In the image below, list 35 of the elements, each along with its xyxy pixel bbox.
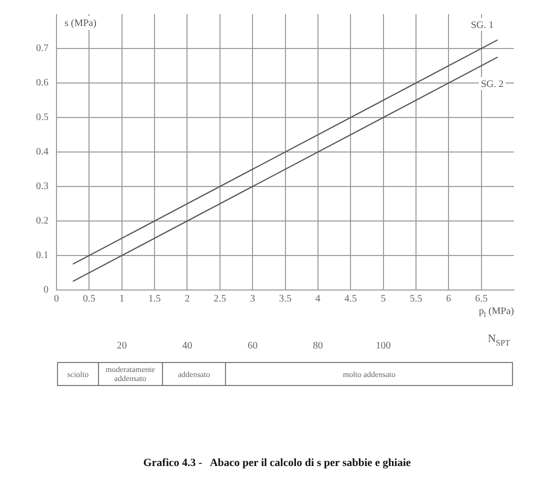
x2-tick-label: 100 xyxy=(376,340,391,352)
x2-tick-label: 60 xyxy=(248,340,258,352)
x-tick-label: 1 xyxy=(119,294,124,305)
y-tick-label: 0.5 xyxy=(36,112,48,124)
x-tick-label: 4.5 xyxy=(344,294,357,305)
y-axis-title: s (MPa) xyxy=(64,18,96,29)
x-tick-label: 0.5 xyxy=(82,294,96,305)
y-tick-label: 0.4 xyxy=(36,146,48,158)
x-tick-label: 6 xyxy=(446,294,452,305)
y-tick-label: 0.2 xyxy=(36,216,48,227)
x2-tick-label: 80 xyxy=(312,340,323,352)
x2-tick-label: 40 xyxy=(182,340,192,352)
text: sciolto xyxy=(58,362,98,386)
x-tick-label: 3 xyxy=(250,294,256,305)
text: molto addensato xyxy=(226,362,512,386)
text: moderatamente addensato xyxy=(98,362,162,386)
text: addensato xyxy=(162,362,226,386)
series-label: SG. 2 xyxy=(480,79,504,90)
x-tick-label: 5 xyxy=(380,294,386,305)
y-tick-label: 0.6 xyxy=(36,78,48,89)
x-tick-label: 2 xyxy=(184,294,190,305)
text: Grafico 4.3 - Abaco per il calcolo di s per sabbie e ghiaie xyxy=(142,457,412,469)
x-tick-label: 1.5 xyxy=(148,294,161,305)
x-tick-label: 5.5 xyxy=(410,294,422,305)
series-label: SG. 1 xyxy=(470,20,494,31)
y-tick-label: 0.7 xyxy=(36,43,48,54)
x-tick-label: 2.5 xyxy=(214,294,226,305)
x-tick-label: 3.5 xyxy=(279,294,292,305)
x-tick-label: 4 xyxy=(315,294,320,305)
x-tick-label: 6.5 xyxy=(475,294,488,305)
x-tick-label: 0 xyxy=(54,294,59,305)
y-tick-label: 0.1 xyxy=(36,250,48,262)
y-tick-label: 0 xyxy=(44,284,48,296)
y-tick-label: 0.3 xyxy=(36,181,48,192)
x2-tick-label: 20 xyxy=(116,340,127,352)
